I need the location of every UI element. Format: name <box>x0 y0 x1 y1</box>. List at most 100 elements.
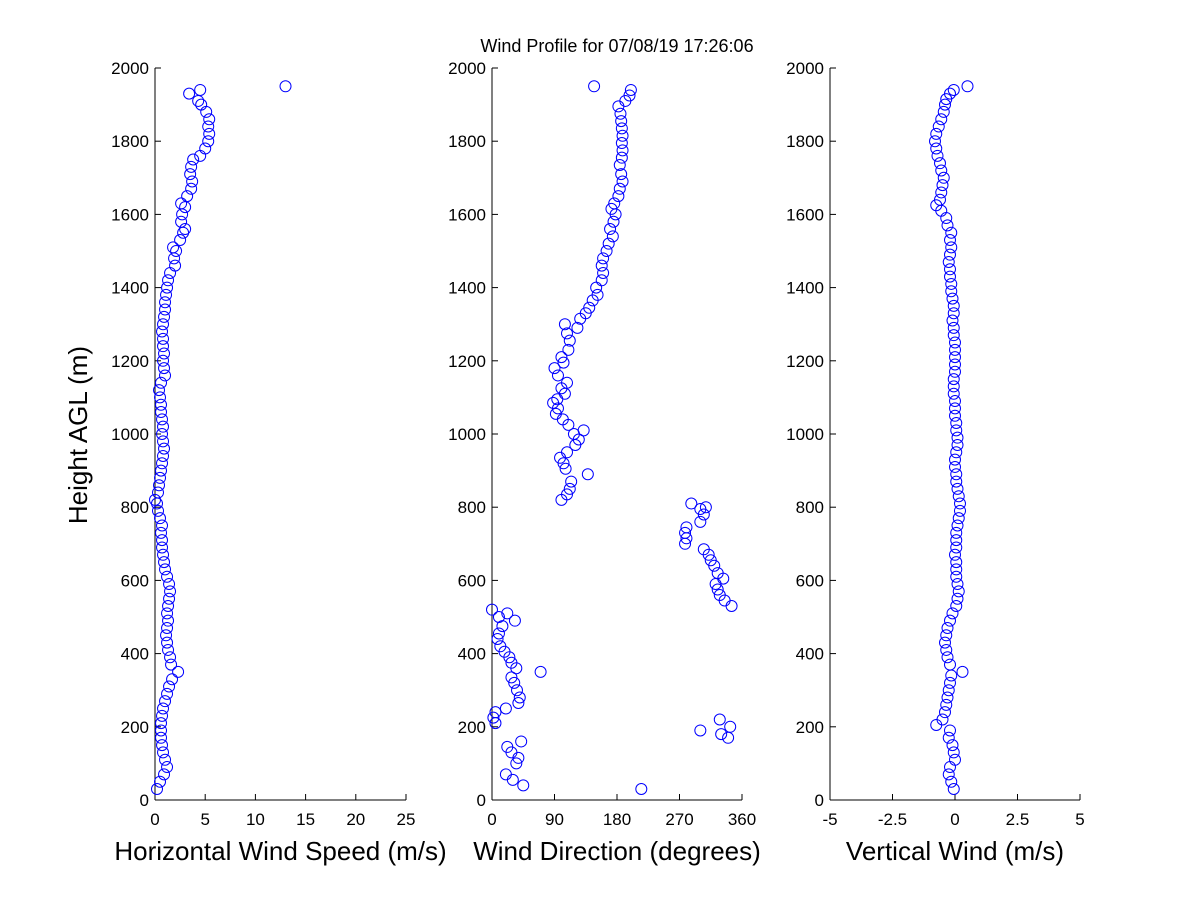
data-point <box>170 245 183 257</box>
data-point <box>164 585 177 598</box>
data-point <box>623 89 636 102</box>
data-point <box>491 632 504 645</box>
data-point <box>158 442 171 455</box>
data-point <box>152 504 165 517</box>
data-point <box>951 592 964 605</box>
data-point <box>945 775 958 788</box>
data-point <box>157 318 170 331</box>
data-point <box>679 526 692 539</box>
data-point <box>615 168 628 181</box>
y-tick-label: 1000 <box>448 425 486 444</box>
data-point <box>635 783 648 796</box>
data-point <box>711 583 724 596</box>
data-point <box>942 768 955 781</box>
y-tick-label: 2000 <box>448 59 486 78</box>
data-point <box>159 753 172 766</box>
data-point <box>602 237 615 250</box>
data-point <box>203 113 216 126</box>
panel-vertical: 0 200 400 600 800 1000 1200 1400 1600 1800 2000 -5 -… <box>786 59 1085 866</box>
y-tick-label: 1600 <box>786 205 824 224</box>
data-point <box>156 428 169 440</box>
data-point <box>940 643 953 656</box>
data-point <box>185 182 198 195</box>
data-point <box>947 373 960 386</box>
data-point <box>950 526 963 539</box>
data-point <box>158 768 171 781</box>
data-point <box>489 706 502 719</box>
y-tick-label: 1000 <box>786 425 824 444</box>
data-point <box>950 600 963 613</box>
data-point <box>946 607 959 620</box>
data-point <box>159 369 172 382</box>
data-point <box>158 310 171 323</box>
data-point <box>159 296 172 309</box>
x-tick-label: 20 <box>346 810 365 829</box>
x-tick-label: 15 <box>296 810 315 829</box>
data-point <box>950 475 963 488</box>
y-tick-label: 1800 <box>448 132 486 151</box>
data-point <box>561 488 573 501</box>
data-point <box>941 651 954 664</box>
data-point <box>715 728 728 741</box>
data-point <box>945 669 958 682</box>
y-tick-label: 1600 <box>448 205 486 224</box>
x-tick-label: 25 <box>397 810 416 829</box>
data-point <box>155 731 168 744</box>
data-point <box>616 129 629 142</box>
data-point <box>694 515 707 528</box>
data-point <box>557 356 570 369</box>
data-point <box>947 83 960 96</box>
data-point <box>506 773 519 786</box>
data-point <box>161 621 174 634</box>
data-point <box>600 245 613 257</box>
x-tick-label: 270 <box>665 810 693 829</box>
data-point <box>165 658 178 671</box>
data-point <box>508 614 521 627</box>
data-point <box>157 435 170 448</box>
y-tick-label: 400 <box>121 645 149 664</box>
data-point <box>487 711 500 724</box>
data-point <box>179 223 192 236</box>
data-point <box>699 501 712 514</box>
data-point <box>169 259 182 272</box>
data-point <box>517 779 530 792</box>
data-point <box>155 526 168 539</box>
data-point <box>508 676 521 689</box>
data-point <box>950 417 963 430</box>
data-point <box>154 391 167 404</box>
data-point <box>161 761 174 774</box>
data-point <box>934 157 946 170</box>
data-point <box>937 105 950 118</box>
data-point <box>183 87 196 100</box>
data-point <box>590 281 603 294</box>
data-point <box>949 395 961 408</box>
y-tick-label: 1800 <box>786 132 824 151</box>
y-tick-label: 400 <box>796 645 824 664</box>
data-point <box>160 288 173 301</box>
data-point <box>156 739 169 752</box>
data-point <box>951 578 964 591</box>
data-point <box>595 259 608 272</box>
data-point <box>162 274 175 287</box>
data-point <box>583 301 596 314</box>
data-point <box>158 556 171 569</box>
data-point <box>181 190 194 203</box>
data-point <box>172 665 185 678</box>
data-point <box>724 720 737 733</box>
data-point <box>155 398 168 411</box>
y-tick-label: 0 <box>815 791 824 810</box>
data-point <box>158 362 171 375</box>
data-point <box>694 724 707 737</box>
data-point <box>961 80 974 93</box>
data-point <box>711 567 724 580</box>
data-point <box>616 175 629 188</box>
data-point <box>944 676 956 689</box>
data-point <box>941 691 954 704</box>
data-point <box>511 684 523 697</box>
y-tick-label: 1800 <box>111 132 149 151</box>
data-point <box>154 775 167 788</box>
data-point <box>149 493 161 506</box>
data-point <box>157 548 170 561</box>
y-tick-label: 1400 <box>448 279 486 298</box>
data-point <box>952 490 965 503</box>
